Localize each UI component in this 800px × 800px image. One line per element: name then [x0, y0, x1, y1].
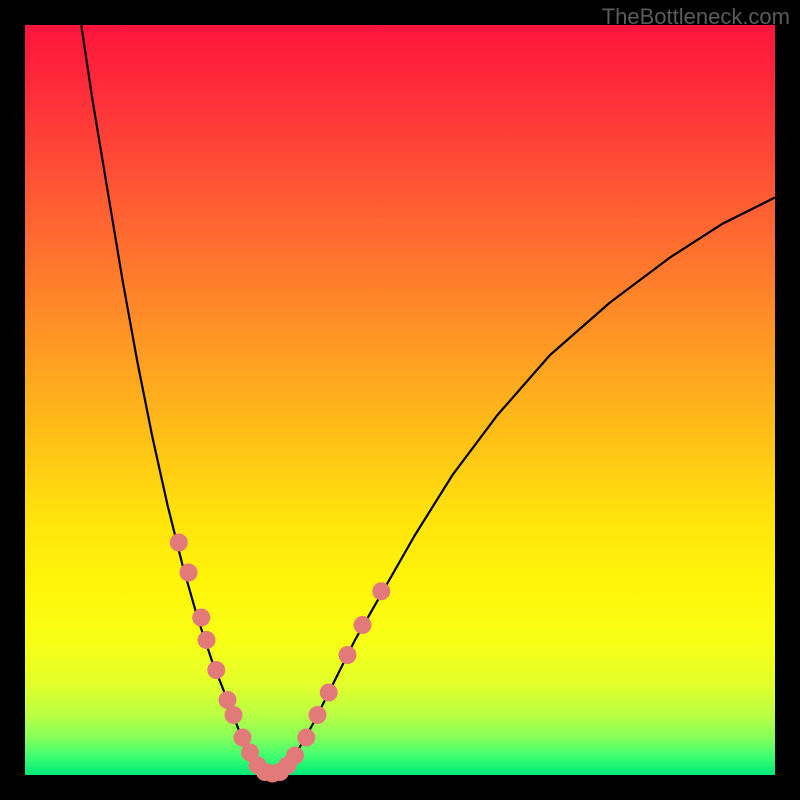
data-marker [225, 706, 243, 724]
data-marker [339, 646, 357, 664]
data-marker [309, 706, 327, 724]
data-marker [170, 534, 188, 552]
chart-container: { "watermark": { "text": "TheBottleneck.… [0, 0, 800, 800]
data-marker [180, 564, 198, 582]
data-marker [297, 729, 315, 747]
data-marker [372, 582, 390, 600]
data-marker [207, 661, 225, 679]
data-marker [286, 747, 304, 765]
watermark-text: TheBottleneck.com [602, 4, 790, 30]
data-marker [320, 684, 338, 702]
data-marker [354, 616, 372, 634]
data-marker [192, 609, 210, 627]
bottleneck-chart [0, 0, 800, 800]
plot-background [25, 25, 775, 775]
data-marker [198, 631, 216, 649]
